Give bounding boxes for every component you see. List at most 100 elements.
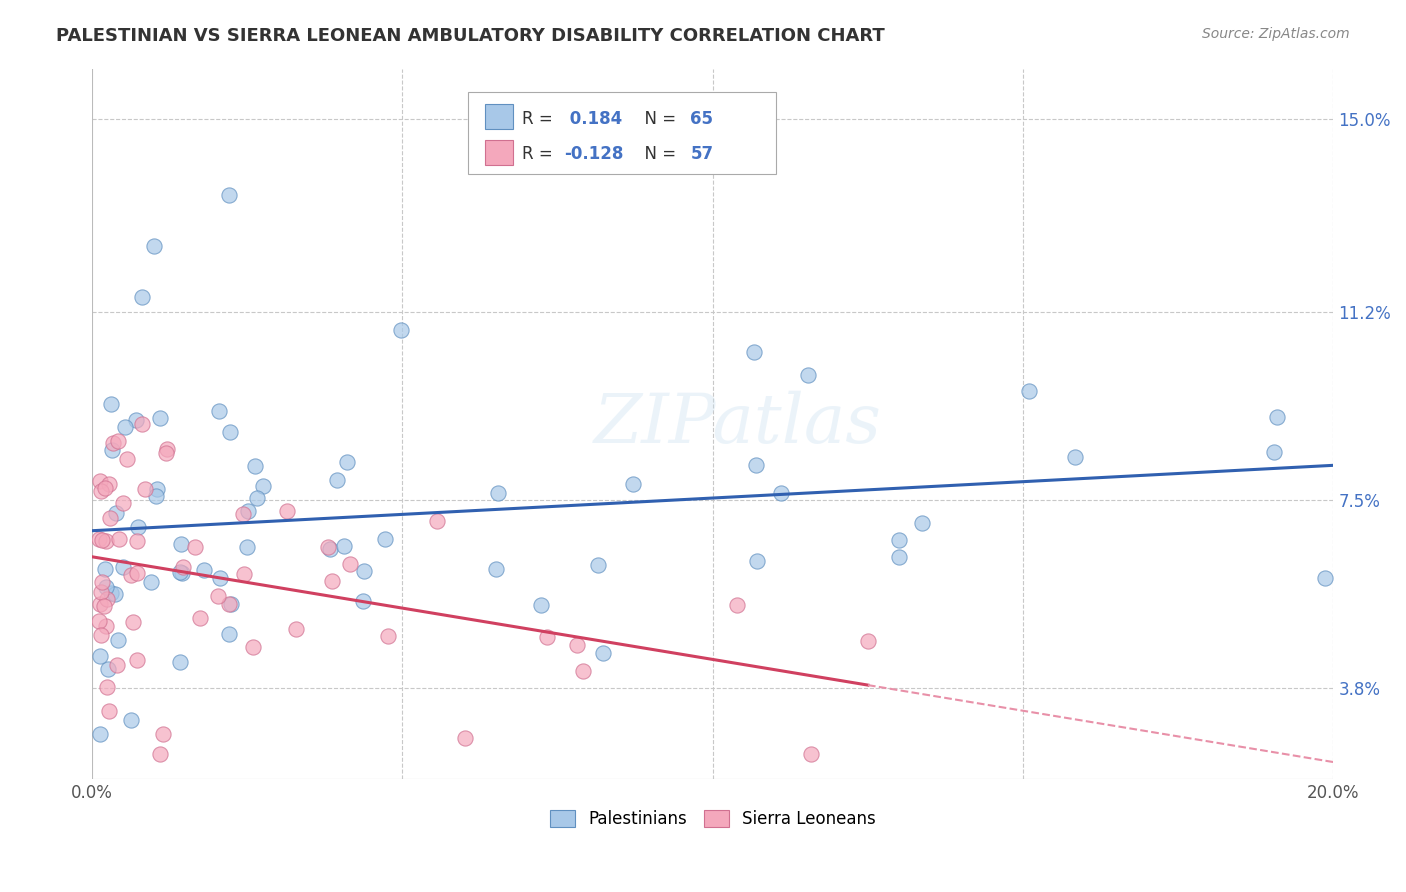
Point [98,704,121,718]
Point [353,564,375,578]
Point [218,627,240,641]
Point [105,658,128,673]
Point [96,681,118,695]
Text: -0.128: -0.128 [564,145,623,163]
Point [453,731,475,746]
Point [134,483,156,497]
Point [284,622,307,636]
Point [100,397,122,411]
Point [112,496,135,510]
Point [90,484,112,499]
Point [1018,384,1040,399]
Point [208,404,231,418]
Point [1265,410,1288,425]
Point [169,565,191,579]
Point [188,611,211,625]
Point [149,411,172,425]
Point [911,516,934,530]
Point [87,532,110,546]
Point [326,473,349,487]
Point [321,574,343,589]
Point [233,566,256,581]
Point [744,458,766,472]
Point [100,511,122,525]
Point [121,713,143,727]
Point [146,482,169,496]
Point [127,520,149,534]
Point [1313,571,1336,585]
Point [856,634,879,648]
Point [232,507,254,521]
Point [218,425,240,439]
Point [125,533,148,548]
Point [889,533,911,547]
Point [107,434,129,449]
Point [91,533,114,547]
Point [797,368,820,382]
Point [131,290,153,304]
Point [94,580,117,594]
Text: 0.184: 0.184 [564,110,621,128]
Point [725,598,748,612]
Point [93,599,115,613]
Point [219,597,242,611]
Point [745,554,768,568]
Point [100,443,122,458]
Point [172,560,194,574]
Point [486,486,509,500]
Point [572,664,595,678]
Point [96,591,118,606]
Point [101,436,124,450]
Point [94,533,117,548]
Point [530,598,553,612]
Point [97,661,120,675]
Point [127,566,149,581]
Point [115,452,138,467]
Point [621,477,644,491]
Text: 57: 57 [690,145,713,163]
Point [131,417,153,431]
Point [89,727,111,741]
Point [94,618,117,632]
Point [94,481,117,495]
Point [127,653,149,667]
Point [208,571,231,585]
Text: N =: N = [634,110,682,128]
Point [87,615,110,629]
Point [90,628,112,642]
Point [89,474,111,488]
Point [276,503,298,517]
Point [588,558,610,572]
Point [1263,445,1285,459]
Point [246,491,269,505]
Point [389,323,412,337]
Legend: Palestinians, Sierra Leoneans: Palestinians, Sierra Leoneans [543,803,883,835]
Point [104,587,127,601]
Point [97,476,120,491]
Point [193,563,215,577]
Point [125,413,148,427]
Text: ZIPatlas: ZIPatlas [593,391,882,457]
Point [377,629,399,643]
Point [800,747,823,761]
Point [316,541,339,555]
Point [149,747,172,761]
Point [236,504,259,518]
Point [172,566,194,581]
Point [100,586,122,600]
Point [218,188,240,202]
Point [152,727,174,741]
Point [207,589,229,603]
Point [143,239,166,253]
Point [122,615,145,630]
Point [236,540,259,554]
Point [89,597,111,611]
Point [484,561,506,575]
Point [145,489,167,503]
Point [426,514,449,528]
Point [242,640,264,655]
Point [592,646,614,660]
Point [319,542,342,557]
Point [94,562,117,576]
Point [120,568,142,582]
